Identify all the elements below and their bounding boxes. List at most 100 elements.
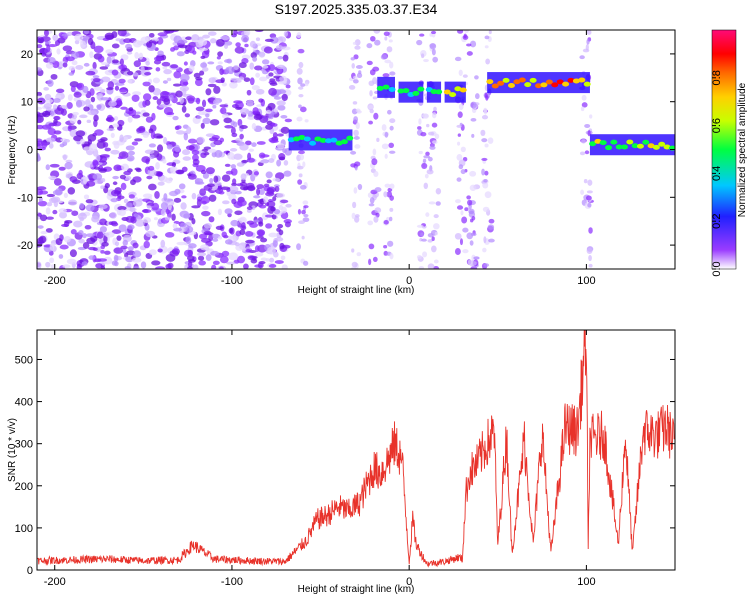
noise-dot (46, 44, 51, 53)
noise-dot (263, 46, 273, 54)
tone-cell (529, 77, 537, 83)
noise-dot (53, 178, 62, 186)
streak-dot (369, 90, 373, 97)
streak-dot (584, 123, 591, 128)
noise-dot (251, 142, 257, 147)
tone-cell (388, 86, 396, 92)
noise-dot (285, 84, 291, 89)
streak-dot (299, 106, 307, 113)
noise-dot (143, 66, 153, 71)
streak-dot (473, 256, 480, 260)
noise-dot (258, 98, 264, 103)
noise-dot (92, 77, 101, 83)
noise-dot (188, 243, 197, 249)
streak-dot (464, 207, 469, 212)
noise-dot (163, 69, 172, 75)
noise-dot (119, 174, 126, 180)
streak-dot (488, 218, 495, 224)
noise-dot (233, 64, 239, 71)
noise-dot (264, 214, 274, 218)
noise-dot (205, 88, 212, 96)
streak-dot (431, 48, 436, 56)
spectrogram-ytick-label: 10 (21, 97, 33, 109)
streak-dot (299, 153, 305, 161)
noise-dot (283, 160, 289, 166)
noise-dot (157, 248, 163, 253)
streak-dot (381, 143, 389, 150)
streak-dot (482, 247, 487, 253)
noise-dot (110, 189, 121, 197)
noise-dot (197, 255, 205, 261)
noise-dot (165, 263, 172, 269)
noise-dot (119, 134, 124, 143)
streak-dot (457, 30, 464, 34)
tone-cell (615, 144, 623, 150)
noise-dot (62, 45, 73, 52)
streak-dot (588, 227, 593, 234)
streak-dot (419, 33, 425, 37)
streak-dot (389, 125, 394, 131)
streak-dot (434, 231, 438, 236)
noise-dot (49, 163, 60, 168)
tone-cell (599, 140, 607, 146)
streak-dot (431, 140, 438, 145)
noise-dot (71, 60, 78, 66)
noise-dot (52, 34, 59, 42)
tone-cell (605, 145, 613, 151)
noise-dot (123, 198, 129, 204)
noise-dot (37, 225, 44, 229)
streak-dot (455, 199, 461, 204)
streak-dot (433, 106, 437, 112)
noise-dot (275, 45, 284, 51)
streak-dot (368, 258, 372, 266)
noise-dot (107, 81, 115, 89)
tone-cell (583, 81, 591, 87)
figure-title: S197.2025.335.03.37.E34 (275, 1, 438, 17)
noise-dot (259, 76, 268, 82)
noise-dot (182, 156, 192, 161)
noise-dot (110, 132, 115, 139)
streak-dot (383, 245, 388, 249)
noise-dot (121, 163, 129, 171)
noise-dot (127, 224, 135, 230)
streak-dot (416, 254, 422, 260)
streak-dot (374, 207, 382, 214)
noise-dot (100, 137, 108, 142)
noise-dot (132, 39, 143, 48)
noise-dot (199, 70, 205, 76)
noise-dot (37, 97, 46, 105)
streak-dot (457, 111, 463, 118)
noise-dot (65, 159, 73, 163)
tone-cell (524, 82, 532, 88)
streak-dot (462, 249, 469, 254)
tone-cell (346, 135, 354, 141)
noise-dot (113, 116, 119, 121)
noise-dot (237, 217, 246, 222)
noise-dot (146, 175, 153, 180)
noise-dot (70, 229, 77, 235)
noise-dot (277, 143, 285, 150)
noise-dot (232, 178, 237, 185)
noise-dot (104, 147, 111, 152)
noise-dot (256, 141, 266, 145)
streak-dot (474, 75, 479, 80)
streak-dot (354, 144, 361, 149)
noise-dot (75, 83, 83, 89)
noise-dot (48, 175, 57, 180)
streak-dot (387, 109, 392, 115)
noise-dot (254, 65, 263, 71)
streak-dot (481, 157, 488, 161)
noise-dot (224, 125, 234, 129)
noise-dot (54, 94, 62, 99)
noise-dot (172, 115, 179, 121)
noise-dot (273, 96, 282, 100)
colorbar-tick-label: 0.2 (711, 214, 723, 229)
streak-dot (480, 129, 486, 136)
noise-dot (175, 125, 182, 130)
noise-dot (223, 43, 229, 49)
noise-dot (276, 192, 286, 198)
snr-xtick-label: 100 (577, 576, 595, 588)
streak-dot (367, 104, 374, 110)
streak-dot (469, 170, 477, 177)
noise-dot (64, 220, 73, 224)
